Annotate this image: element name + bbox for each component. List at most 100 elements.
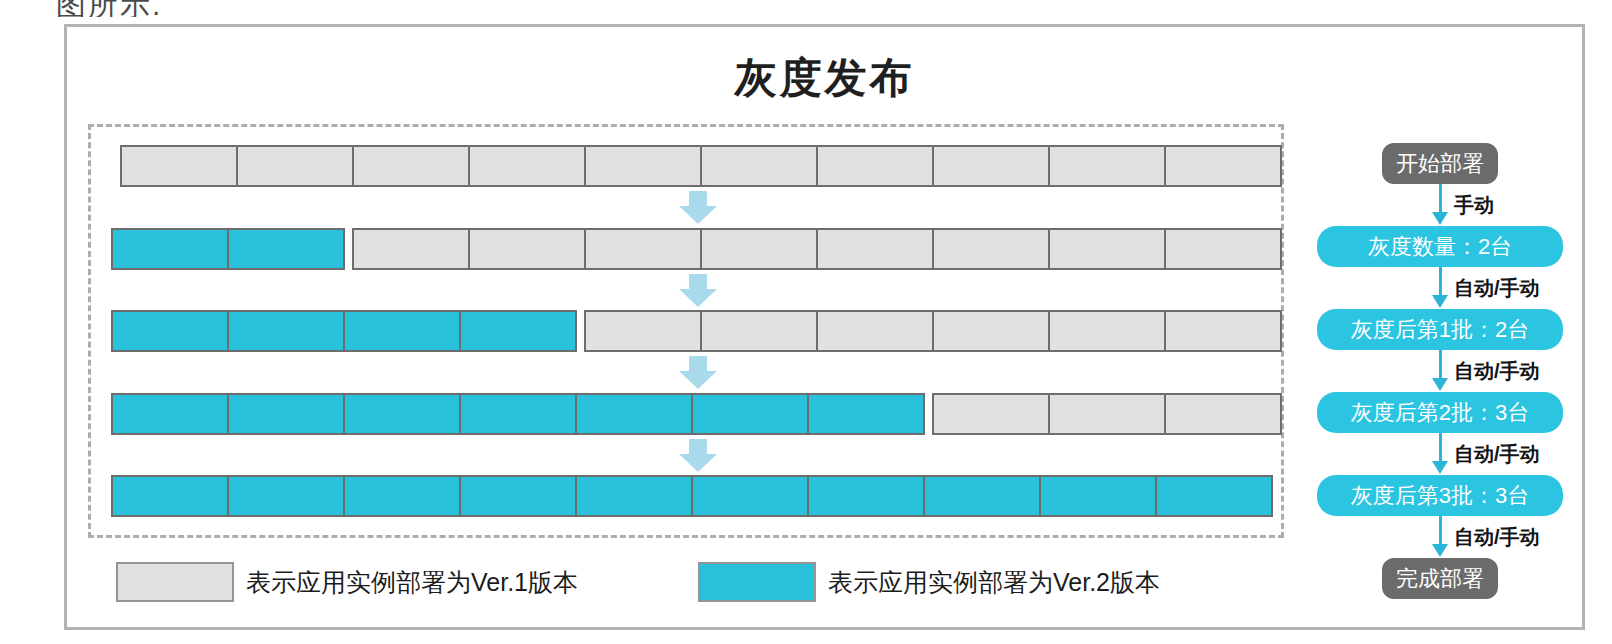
flow-arrow-line: [1439, 184, 1442, 213]
ver1-instance-cell: [1048, 147, 1164, 185]
legend-item-ver1: 表示应用实例部署为Ver.1版本: [116, 562, 578, 602]
ver1-instance-cell: [584, 230, 700, 268]
ver2-instance-cell: [227, 312, 343, 350]
flow-arrow-line: [1439, 350, 1442, 379]
ver2-instance-cell: [459, 477, 575, 515]
page-caption: 图所示.: [56, 0, 162, 17]
ver2-instance-group: [111, 228, 345, 270]
ver1-instance-cell: [122, 147, 236, 185]
flow-batch-pill: 灰度数量：2台: [1317, 226, 1563, 267]
flow-batch-pill: 灰度后第2批：3台: [1317, 392, 1563, 433]
deployment-flow-column: 开始部署手动灰度数量：2台自动/手动灰度后第1批：2台自动/手动灰度后第2批：3…: [1317, 143, 1563, 599]
ver2-instance-cell: [691, 395, 807, 433]
ver2-instance-cell: [343, 395, 459, 433]
diagram-title: 灰度发布: [64, 50, 1585, 106]
flow-arrow-trigger-label: 自动/手动: [1454, 524, 1540, 551]
ver1-instance-group: [932, 393, 1282, 435]
ver1-instance-cell: [932, 312, 1048, 350]
ver2-instance-cell: [227, 477, 343, 515]
ver2-instance-cell: [459, 395, 575, 433]
ver1-instance-cell: [236, 147, 352, 185]
ver1-instance-group: [584, 310, 1282, 352]
ver1-instance-cell: [816, 147, 932, 185]
ver2-instance-group: [111, 475, 1273, 517]
flow-arrow-line: [1439, 433, 1442, 462]
instance-row: [111, 145, 1282, 187]
flow-batch-pill: 灰度后第3批：3台: [1317, 475, 1563, 516]
flow-step-arrow-down-icon: 自动/手动: [1317, 350, 1563, 392]
flow-batch-pill: 灰度后第1批：2台: [1317, 309, 1563, 350]
batch-transition-arrow-down-icon: [679, 439, 717, 472]
flow-step-arrow-down-icon: 自动/手动: [1317, 433, 1563, 475]
flow-arrow-head: [1432, 461, 1448, 474]
flow-arrow-trigger-label: 自动/手动: [1454, 358, 1540, 385]
flow-terminal-node: 完成部署: [1382, 558, 1498, 599]
ver2-instance-cell: [459, 312, 575, 350]
ver1-swatch: [116, 562, 234, 602]
flow-arrow-head: [1432, 295, 1448, 308]
ver1-instance-cell: [1048, 312, 1164, 350]
ver2-instance-cell: [691, 477, 807, 515]
ver2-instance-cell: [343, 477, 459, 515]
ver1-instance-cell: [352, 147, 468, 185]
flow-arrow-head: [1432, 544, 1448, 557]
legend-label-ver2: 表示应用实例部署为Ver.2版本: [828, 566, 1160, 599]
ver1-instance-cell: [816, 230, 932, 268]
ver1-instance-cell: [584, 147, 700, 185]
batch-transition-arrow-down-icon: [679, 274, 717, 307]
flow-arrow-head: [1432, 212, 1448, 225]
ver1-instance-cell: [468, 147, 584, 185]
ver2-instance-cell: [113, 312, 227, 350]
instance-row: [111, 228, 1282, 270]
ver2-instance-cell: [227, 395, 343, 433]
ver2-instance-cell: [1039, 477, 1155, 515]
ver1-instance-cell: [1164, 312, 1280, 350]
flow-step-arrow-down-icon: 自动/手动: [1317, 267, 1563, 309]
ver2-instance-cell: [1155, 477, 1271, 515]
legend-item-ver2: 表示应用实例部署为Ver.2版本: [698, 562, 1160, 602]
legend-label-ver1: 表示应用实例部署为Ver.1版本: [246, 566, 578, 599]
flow-step-arrow-down-icon: 手动: [1317, 184, 1563, 226]
ver1-instance-cell: [1048, 395, 1164, 433]
ver2-instance-cell: [113, 477, 227, 515]
ver1-instance-cell: [354, 230, 468, 268]
batch-transition-arrow-down-icon: [679, 191, 717, 224]
ver1-instance-cell: [934, 395, 1048, 433]
batch-transition-arrow-down-icon: [679, 356, 717, 389]
ver2-instance-cell: [227, 230, 343, 268]
ver1-instance-cell: [700, 312, 816, 350]
flow-arrow-line: [1439, 516, 1442, 545]
flow-arrow-trigger-label: 手动: [1454, 192, 1494, 219]
ver1-instance-cell: [700, 230, 816, 268]
ver2-instance-cell: [923, 477, 1039, 515]
ver1-instance-cell: [932, 147, 1048, 185]
ver2-instance-cell: [343, 312, 459, 350]
ver2-instance-group: [111, 393, 925, 435]
ver2-instance-cell: [575, 395, 691, 433]
flow-step-arrow-down-icon: 自动/手动: [1317, 516, 1563, 558]
ver2-instance-cell: [807, 395, 923, 433]
ver1-instance-cell: [700, 147, 816, 185]
canary-release-diagram: 图所示. 灰度发布 表示应用实例部署为Ver.1版本 表示应用实例部署为Ver.…: [0, 0, 1612, 644]
ver1-instance-cell: [1164, 147, 1280, 185]
instance-row: [111, 393, 1282, 435]
ver1-instance-cell: [468, 230, 584, 268]
flow-arrow-line: [1439, 267, 1442, 296]
ver2-instance-cell: [113, 395, 227, 433]
flow-arrow-head: [1432, 378, 1448, 391]
ver1-instance-cell: [1164, 395, 1280, 433]
flow-arrow-trigger-label: 自动/手动: [1454, 441, 1540, 468]
ver1-instance-cell: [586, 312, 700, 350]
ver1-instance-cell: [1048, 230, 1164, 268]
flow-arrow-trigger-label: 自动/手动: [1454, 275, 1540, 302]
ver1-instance-cell: [1164, 230, 1280, 268]
ver1-instance-group: [352, 228, 1282, 270]
flow-terminal-node: 开始部署: [1382, 143, 1498, 184]
ver1-instance-group: [120, 145, 1282, 187]
ver2-instance-cell: [113, 230, 227, 268]
ver1-instance-cell: [932, 230, 1048, 268]
page-caption-text: 图所示.: [56, 0, 162, 17]
ver2-instance-group: [111, 310, 577, 352]
instance-row: [111, 310, 1282, 352]
ver2-swatch: [698, 562, 816, 602]
